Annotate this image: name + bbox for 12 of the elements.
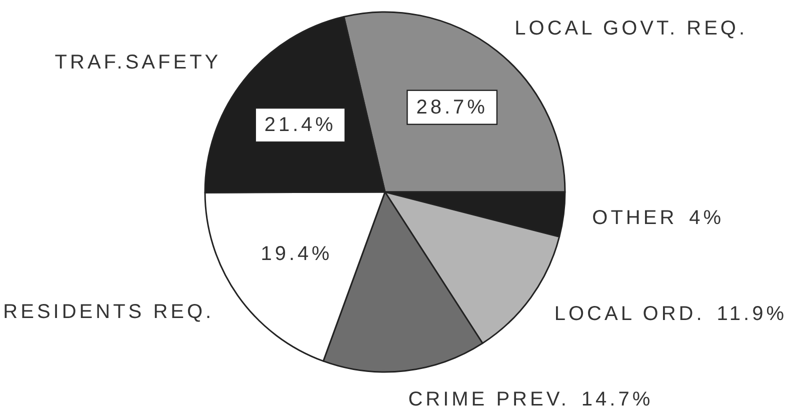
data-label: 19.4%	[260, 243, 332, 266]
data-label: 21.4%	[264, 114, 336, 136]
slice-label: LOCAL GOVT. REQ.	[514, 17, 748, 40]
data-label: 11.9%	[716, 303, 788, 326]
data-label: 28.7%	[416, 96, 488, 118]
slice-label: RESIDENTS REQ.	[3, 300, 214, 323]
slice-label: CRIME PREV.	[408, 388, 570, 411]
slice-label: OTHER	[592, 207, 678, 230]
data-label: 4%	[689, 207, 724, 230]
data-label: 14.7%	[581, 388, 654, 411]
slice-label: LOCAL ORD.	[554, 303, 705, 326]
slice-label: TRAF.SAFETY	[54, 52, 222, 74]
